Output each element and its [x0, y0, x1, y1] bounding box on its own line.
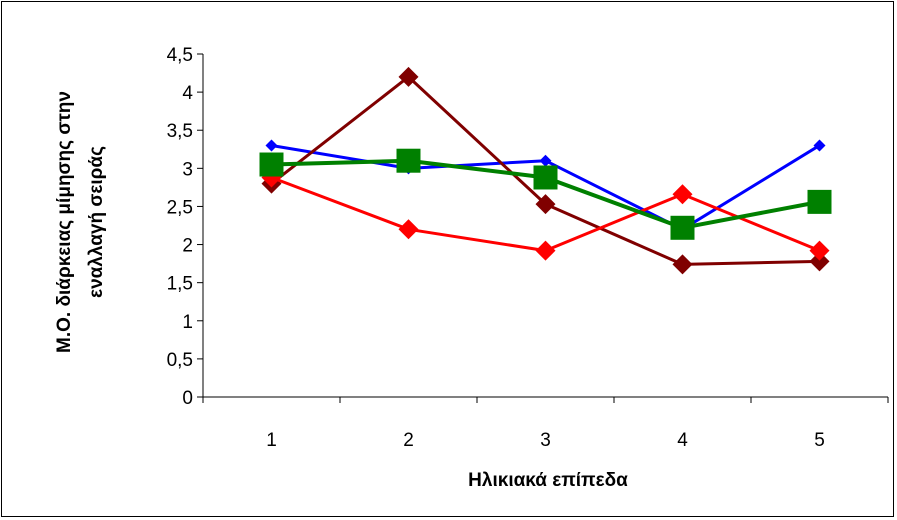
data-point-diamond: [398, 219, 419, 240]
y-tick-label: 0,5: [167, 350, 193, 371]
data-point-diamond: [672, 184, 693, 205]
tick-labels: 0 0,5 1 1,5 2 2,5 3 3,5 4 4,5 1 2 3 4 5: [167, 45, 825, 451]
x-tick-label: 4: [677, 430, 688, 451]
x-tick-label: 2: [403, 430, 414, 451]
y-tick-label: 4: [182, 83, 193, 104]
data-point-square: [807, 189, 832, 214]
data-point-square: [533, 165, 558, 190]
series-layer: [259, 66, 832, 275]
data-point-diamond: [539, 154, 552, 167]
y-tick-label: 1: [182, 312, 193, 333]
y-tick-label: 3: [182, 159, 193, 180]
data-point-diamond: [535, 240, 556, 261]
axes: [197, 53, 889, 403]
y-tick-label: 1,5: [167, 274, 193, 295]
data-point-square: [396, 148, 421, 173]
x-axis-title: Ηλικιακά επίπεδα: [468, 470, 628, 491]
data-point-diamond: [265, 139, 278, 152]
x-tick-label: 5: [814, 430, 825, 451]
data-point-diamond: [813, 139, 826, 152]
data-point-square: [259, 152, 284, 177]
x-tick-label: 1: [266, 430, 277, 451]
data-point-diamond: [809, 240, 830, 261]
data-point-diamond: [398, 66, 419, 87]
data-point-diamond: [535, 194, 556, 215]
x-tick-label: 3: [540, 430, 551, 451]
y-tick-label: 3,5: [167, 121, 193, 142]
y-tick-label: 4,5: [167, 45, 193, 66]
y-tick-label: 2,5: [167, 197, 193, 218]
y-axis-title-line-2: εναλλαγή σειράς: [86, 146, 107, 298]
data-point-diamond: [809, 251, 830, 272]
data-point-square: [670, 215, 695, 240]
data-point-diamond: [672, 254, 693, 275]
y-axis-title: Μ.Ο. διάρκειας μίμησης στην εναλλαγή σει…: [54, 91, 107, 353]
series-4: [259, 148, 832, 240]
y-tick-label: 0: [182, 388, 193, 409]
y-axis-title-line-1: Μ.Ο. διάρκειας μίμησης στην: [54, 91, 75, 353]
y-tick-label: 2: [182, 236, 193, 257]
